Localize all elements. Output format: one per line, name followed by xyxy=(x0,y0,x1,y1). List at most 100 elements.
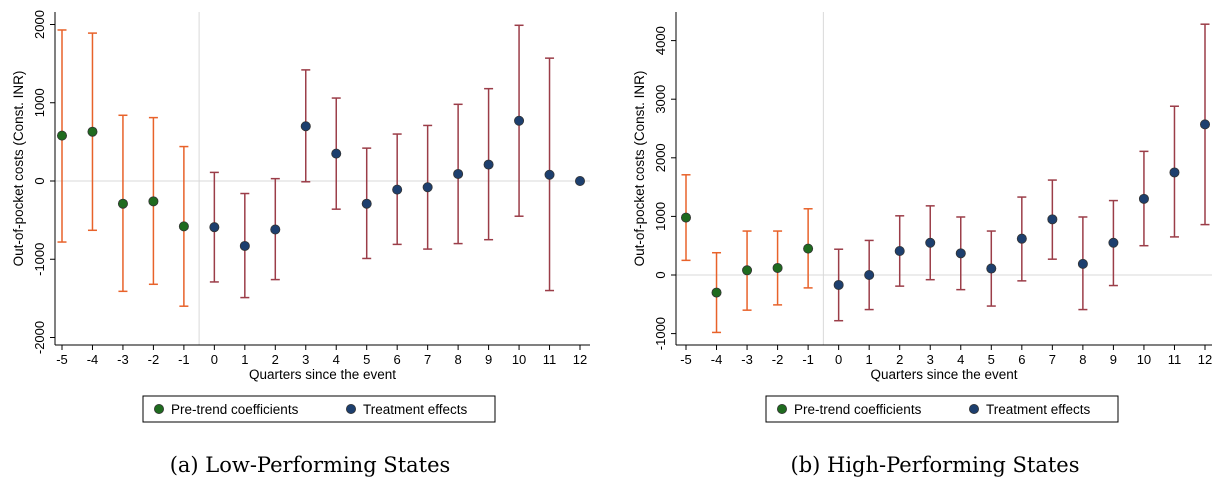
x-tick-label: 3 xyxy=(302,352,309,367)
x-tick-label: 9 xyxy=(485,352,492,367)
x-tick-label: 4 xyxy=(333,352,340,367)
y-tick-label: 2000 xyxy=(653,143,668,172)
legend-marker-pre-trend xyxy=(777,403,788,414)
legend: Pre-trend coefficients Treatment effects xyxy=(142,395,496,423)
data-point xyxy=(270,224,281,235)
x-tick-label: 0 xyxy=(835,352,842,367)
x-tick-label: 11 xyxy=(543,352,557,367)
data-point xyxy=(514,115,525,126)
legend-marker-pre-trend xyxy=(153,403,164,414)
data-point xyxy=(483,159,494,170)
y-tick-label: -1000 xyxy=(653,317,668,350)
x-tick-label: 8 xyxy=(455,352,462,367)
data-point xyxy=(833,279,844,290)
y-tick-label: 3000 xyxy=(653,85,668,114)
y-axis-title: Out-of-pocket costs (Const. INR) xyxy=(11,71,26,267)
x-tick-label: 2 xyxy=(272,352,279,367)
legend-box xyxy=(765,395,1119,423)
x-tick-label: 5 xyxy=(363,352,370,367)
x-tick-label: -2 xyxy=(148,352,160,367)
x-tick-label: -5 xyxy=(56,352,68,367)
legend-label-pre-trend: Pre-trend coefficients xyxy=(171,402,299,417)
data-point xyxy=(894,245,905,256)
x-tick-label: 12 xyxy=(1198,352,1212,367)
y-tick-label: 1000 xyxy=(653,202,668,231)
legend-label-treatment: Treatment effects xyxy=(986,402,1091,417)
data-point xyxy=(742,265,753,276)
legend-label-pre-trend: Pre-trend coefficients xyxy=(794,402,922,417)
data-point xyxy=(239,240,250,251)
data-point xyxy=(864,269,875,280)
x-tick-label: 3 xyxy=(927,352,934,367)
data-point xyxy=(1047,214,1058,225)
data-point xyxy=(986,263,997,274)
panel-caption: (a) Low-Performing States xyxy=(170,453,451,477)
data-point xyxy=(681,212,692,223)
x-tick-label: 10 xyxy=(512,352,526,367)
y-tick-label: 1000 xyxy=(32,88,47,117)
data-point xyxy=(1108,237,1119,248)
x-tick-label: 1 xyxy=(241,352,248,367)
x-tick-label: 12 xyxy=(573,352,587,367)
data-point xyxy=(1200,119,1211,130)
y-tick-label: 4000 xyxy=(653,26,668,55)
x-tick-label: 5 xyxy=(988,352,995,367)
legend: Pre-trend coefficients Treatment effects xyxy=(765,395,1119,423)
y-tick-label: 2000 xyxy=(32,10,47,39)
y-tick-label: 0 xyxy=(32,177,47,184)
x-tick-label: -5 xyxy=(680,352,692,367)
x-tick-label: 7 xyxy=(1049,352,1056,367)
data-point xyxy=(955,248,966,259)
data-point xyxy=(117,198,128,209)
y-tick-label: -1000 xyxy=(32,243,47,276)
x-tick-label: 10 xyxy=(1137,352,1151,367)
data-point xyxy=(1016,233,1027,244)
x-tick-label: -4 xyxy=(87,352,99,367)
data-point xyxy=(1077,258,1088,269)
data-point xyxy=(392,184,403,195)
series-pre-trend xyxy=(57,29,189,307)
x-tick-label: 0 xyxy=(211,352,218,367)
y-tick-label: 0 xyxy=(653,271,668,278)
x-tick-label: 7 xyxy=(424,352,431,367)
series-treatment xyxy=(833,23,1211,322)
x-tick-label: -3 xyxy=(117,352,129,367)
x-tick-label: 6 xyxy=(1018,352,1025,367)
y-axis-title: Out-of-pocket costs (Const. INR) xyxy=(632,71,647,267)
x-tick-label: 1 xyxy=(866,352,873,367)
data-point xyxy=(361,198,372,209)
data-point xyxy=(453,168,464,179)
x-tick-label: 2 xyxy=(896,352,903,367)
y-tick-label: -2000 xyxy=(32,321,47,354)
x-axis-title: Quarters since the event xyxy=(249,367,396,382)
data-point xyxy=(331,148,342,159)
x-tick-label: -1 xyxy=(178,352,190,367)
x-tick-label: -3 xyxy=(741,352,753,367)
data-point xyxy=(544,169,555,180)
x-tick-label: 9 xyxy=(1110,352,1117,367)
x-tick-label: 8 xyxy=(1079,352,1086,367)
legend-marker-treatment xyxy=(345,403,356,414)
x-tick-label: 6 xyxy=(394,352,401,367)
data-point xyxy=(1138,193,1149,204)
series-treatment xyxy=(209,24,586,299)
x-axis-title: Quarters since the event xyxy=(870,367,1017,382)
data-point xyxy=(772,262,783,273)
data-point xyxy=(1169,167,1180,178)
data-point xyxy=(178,221,189,232)
x-tick-label: 4 xyxy=(957,352,964,367)
panel-caption: (b) High-Performing States xyxy=(791,453,1080,477)
data-point xyxy=(803,243,814,254)
x-tick-label: -4 xyxy=(711,352,723,367)
x-tick-label: -1 xyxy=(802,352,814,367)
x-tick-label: 11 xyxy=(1168,352,1182,367)
data-point xyxy=(57,130,68,141)
series-pre-trend xyxy=(681,174,814,334)
legend-box xyxy=(142,395,496,423)
legend-label-treatment: Treatment effects xyxy=(363,402,468,417)
legend-marker-treatment xyxy=(969,403,980,414)
data-point xyxy=(209,222,220,233)
data-point xyxy=(575,175,586,186)
data-point xyxy=(925,237,936,248)
